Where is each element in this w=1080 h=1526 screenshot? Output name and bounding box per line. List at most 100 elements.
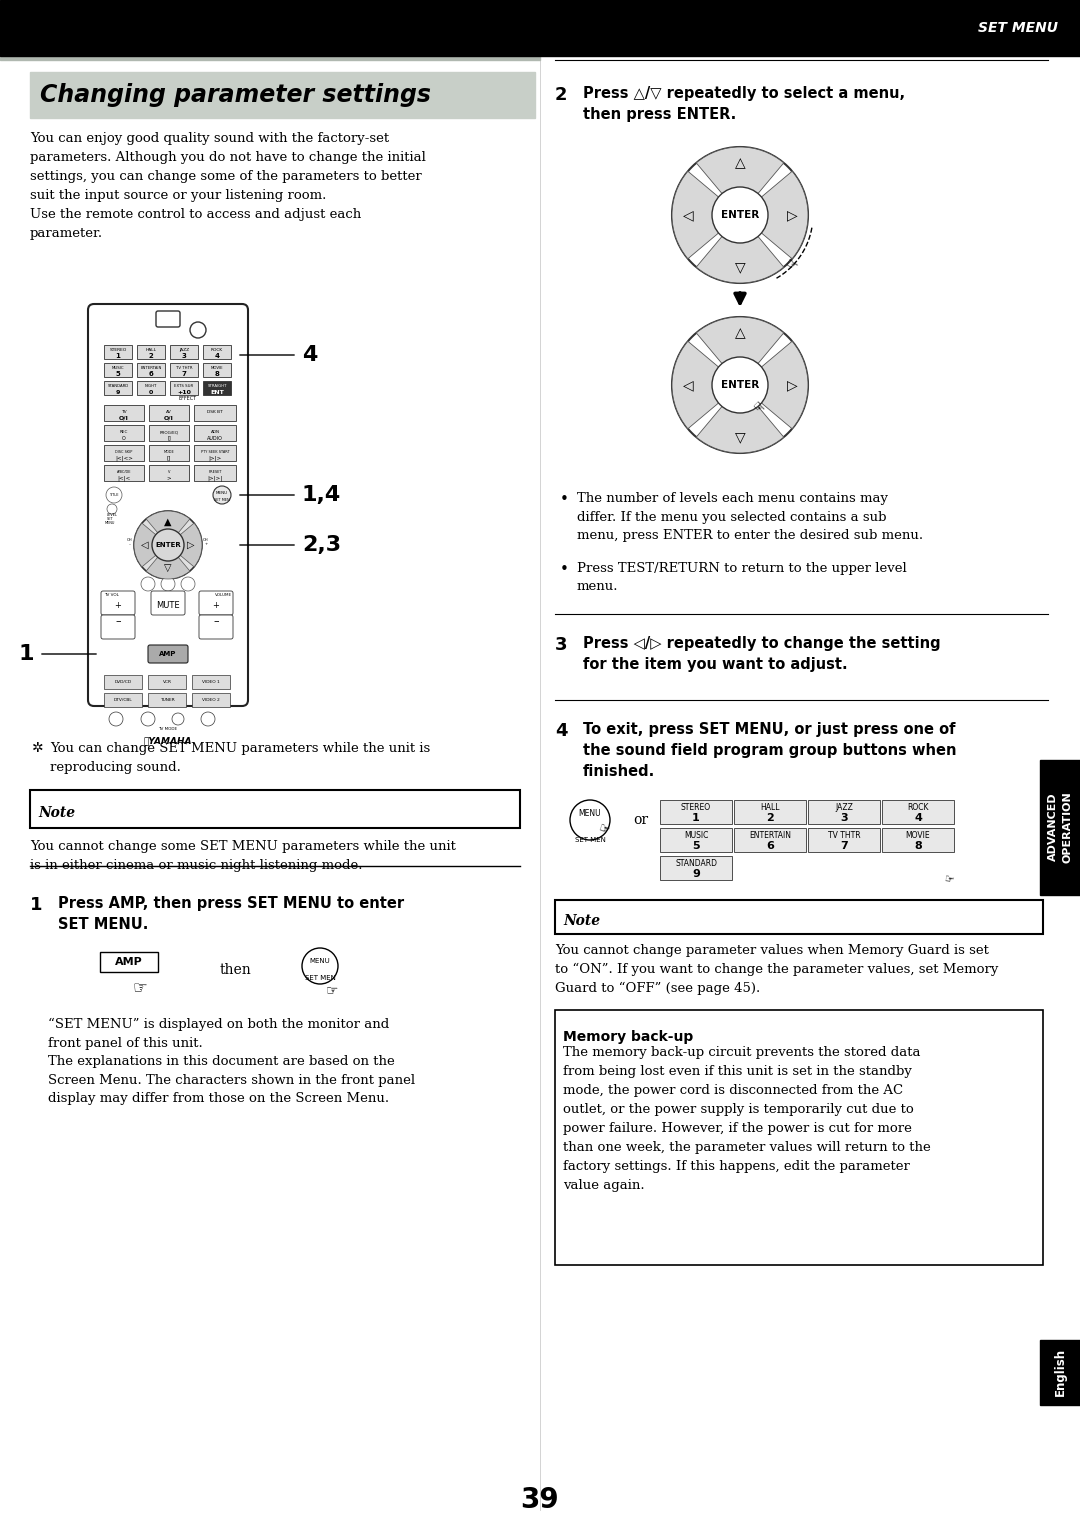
- Text: 3: 3: [555, 636, 567, 655]
- FancyBboxPatch shape: [151, 591, 185, 615]
- Text: JAZZ: JAZZ: [179, 348, 189, 353]
- Text: 5: 5: [692, 841, 700, 852]
- Text: ☞: ☞: [748, 398, 768, 417]
- Text: “SET MENU” is displayed on both the monitor and
front panel of this unit.
The ex: “SET MENU” is displayed on both the moni…: [48, 1018, 415, 1105]
- Bar: [137, 382, 165, 395]
- Bar: [148, 693, 186, 707]
- Bar: [149, 404, 189, 421]
- Text: MUSIC: MUSIC: [111, 366, 124, 369]
- Text: PTY SEEK START: PTY SEEK START: [201, 450, 229, 455]
- Bar: [808, 800, 880, 824]
- Circle shape: [201, 713, 215, 726]
- Circle shape: [161, 577, 175, 591]
- Text: +: +: [114, 601, 121, 609]
- Text: 4: 4: [914, 813, 922, 823]
- Text: VIDEO 2: VIDEO 2: [202, 697, 220, 702]
- Text: 7: 7: [181, 371, 187, 377]
- Text: ▷: ▷: [786, 378, 797, 392]
- Text: You can change SET MENU parameters while the unit is
reproducing sound.: You can change SET MENU parameters while…: [50, 742, 430, 774]
- Text: V: V: [167, 470, 171, 475]
- Text: ☞: ☞: [133, 980, 148, 996]
- Text: VOLUME: VOLUME: [215, 594, 232, 597]
- Bar: [170, 363, 198, 377]
- Text: ▽: ▽: [734, 430, 745, 444]
- Text: 8: 8: [215, 371, 219, 377]
- Text: AMP: AMP: [116, 957, 143, 967]
- Bar: [882, 800, 954, 824]
- Text: CH
+: CH +: [203, 537, 208, 546]
- Bar: [1040, 1340, 1080, 1405]
- Wedge shape: [672, 171, 740, 259]
- Text: ENT: ENT: [211, 389, 224, 395]
- Wedge shape: [697, 385, 784, 453]
- Text: ADVANCED
OPERATION: ADVANCED OPERATION: [1048, 790, 1072, 862]
- Text: ROCK: ROCK: [211, 348, 224, 353]
- Text: 2: 2: [555, 85, 567, 104]
- Text: 2: 2: [149, 353, 153, 359]
- Text: O: O: [122, 435, 126, 441]
- Text: Memory back-up: Memory back-up: [563, 1030, 693, 1044]
- Text: 7: 7: [840, 841, 848, 852]
- Text: △: △: [734, 327, 745, 340]
- Text: MENU: MENU: [216, 491, 228, 494]
- Text: ⓨYAMAHA: ⓨYAMAHA: [144, 737, 192, 746]
- Bar: [808, 829, 880, 852]
- Wedge shape: [168, 523, 202, 566]
- Bar: [203, 382, 231, 395]
- Text: MENU: MENU: [579, 809, 602, 818]
- Bar: [104, 363, 132, 377]
- Circle shape: [570, 800, 610, 839]
- Text: Press ◁/▷ repeatedly to change the setting
for the item you want to adjust.: Press ◁/▷ repeatedly to change the setti…: [583, 636, 941, 671]
- Bar: [104, 345, 132, 359]
- Text: ☞: ☞: [596, 823, 611, 838]
- Text: SET MEN: SET MEN: [575, 836, 606, 842]
- Bar: [104, 693, 141, 707]
- Bar: [170, 345, 198, 359]
- Bar: [104, 674, 141, 690]
- Text: ✲: ✲: [32, 742, 43, 755]
- Bar: [149, 426, 189, 441]
- Text: AUDIO: AUDIO: [207, 435, 222, 441]
- Bar: [555, 1010, 1043, 1265]
- Text: DISC SKIP: DISC SKIP: [116, 450, 133, 455]
- Text: TV MODE: TV MODE: [159, 726, 177, 731]
- Text: ENTERTAIN: ENTERTAIN: [750, 832, 791, 841]
- Text: ENTER: ENTER: [720, 380, 759, 391]
- Bar: [104, 426, 144, 441]
- Circle shape: [672, 146, 808, 282]
- Text: MOVIE: MOVIE: [211, 366, 224, 369]
- Bar: [734, 800, 806, 824]
- Circle shape: [141, 713, 156, 726]
- Circle shape: [109, 713, 123, 726]
- Wedge shape: [146, 511, 190, 545]
- Text: STEREO: STEREO: [680, 804, 711, 812]
- Text: ENTER: ENTER: [720, 211, 759, 220]
- Text: LEVEL: LEVEL: [107, 513, 118, 517]
- Text: ◁: ◁: [683, 378, 693, 392]
- FancyBboxPatch shape: [30, 790, 519, 829]
- Text: 2,3: 2,3: [302, 536, 341, 555]
- Text: 4: 4: [302, 345, 318, 365]
- Wedge shape: [134, 523, 168, 566]
- Text: You can enjoy good quality sound with the factory-set
parameters. Although you d: You can enjoy good quality sound with th…: [30, 133, 426, 240]
- Circle shape: [213, 485, 231, 504]
- Bar: [1040, 760, 1080, 896]
- Text: or: or: [634, 813, 649, 827]
- Bar: [170, 382, 198, 395]
- Text: DTV/CBL: DTV/CBL: [113, 697, 133, 702]
- Bar: [104, 404, 144, 421]
- Text: Press AMP, then press SET MENU to enter
SET MENU.: Press AMP, then press SET MENU to enter …: [58, 896, 404, 932]
- Text: O/I: O/I: [164, 415, 174, 421]
- Text: Press △/▽ repeatedly to select a menu,
then press ENTER.: Press △/▽ repeatedly to select a menu, t…: [583, 85, 905, 122]
- Bar: [194, 465, 237, 481]
- FancyBboxPatch shape: [87, 304, 248, 707]
- Text: CH
–: CH –: [127, 537, 133, 546]
- Bar: [149, 465, 189, 481]
- Wedge shape: [697, 146, 784, 215]
- Circle shape: [181, 577, 195, 591]
- Text: ▷: ▷: [187, 540, 194, 549]
- Bar: [192, 693, 230, 707]
- Text: []: []: [166, 455, 172, 461]
- Text: •: •: [561, 562, 569, 577]
- Text: 1: 1: [18, 644, 33, 664]
